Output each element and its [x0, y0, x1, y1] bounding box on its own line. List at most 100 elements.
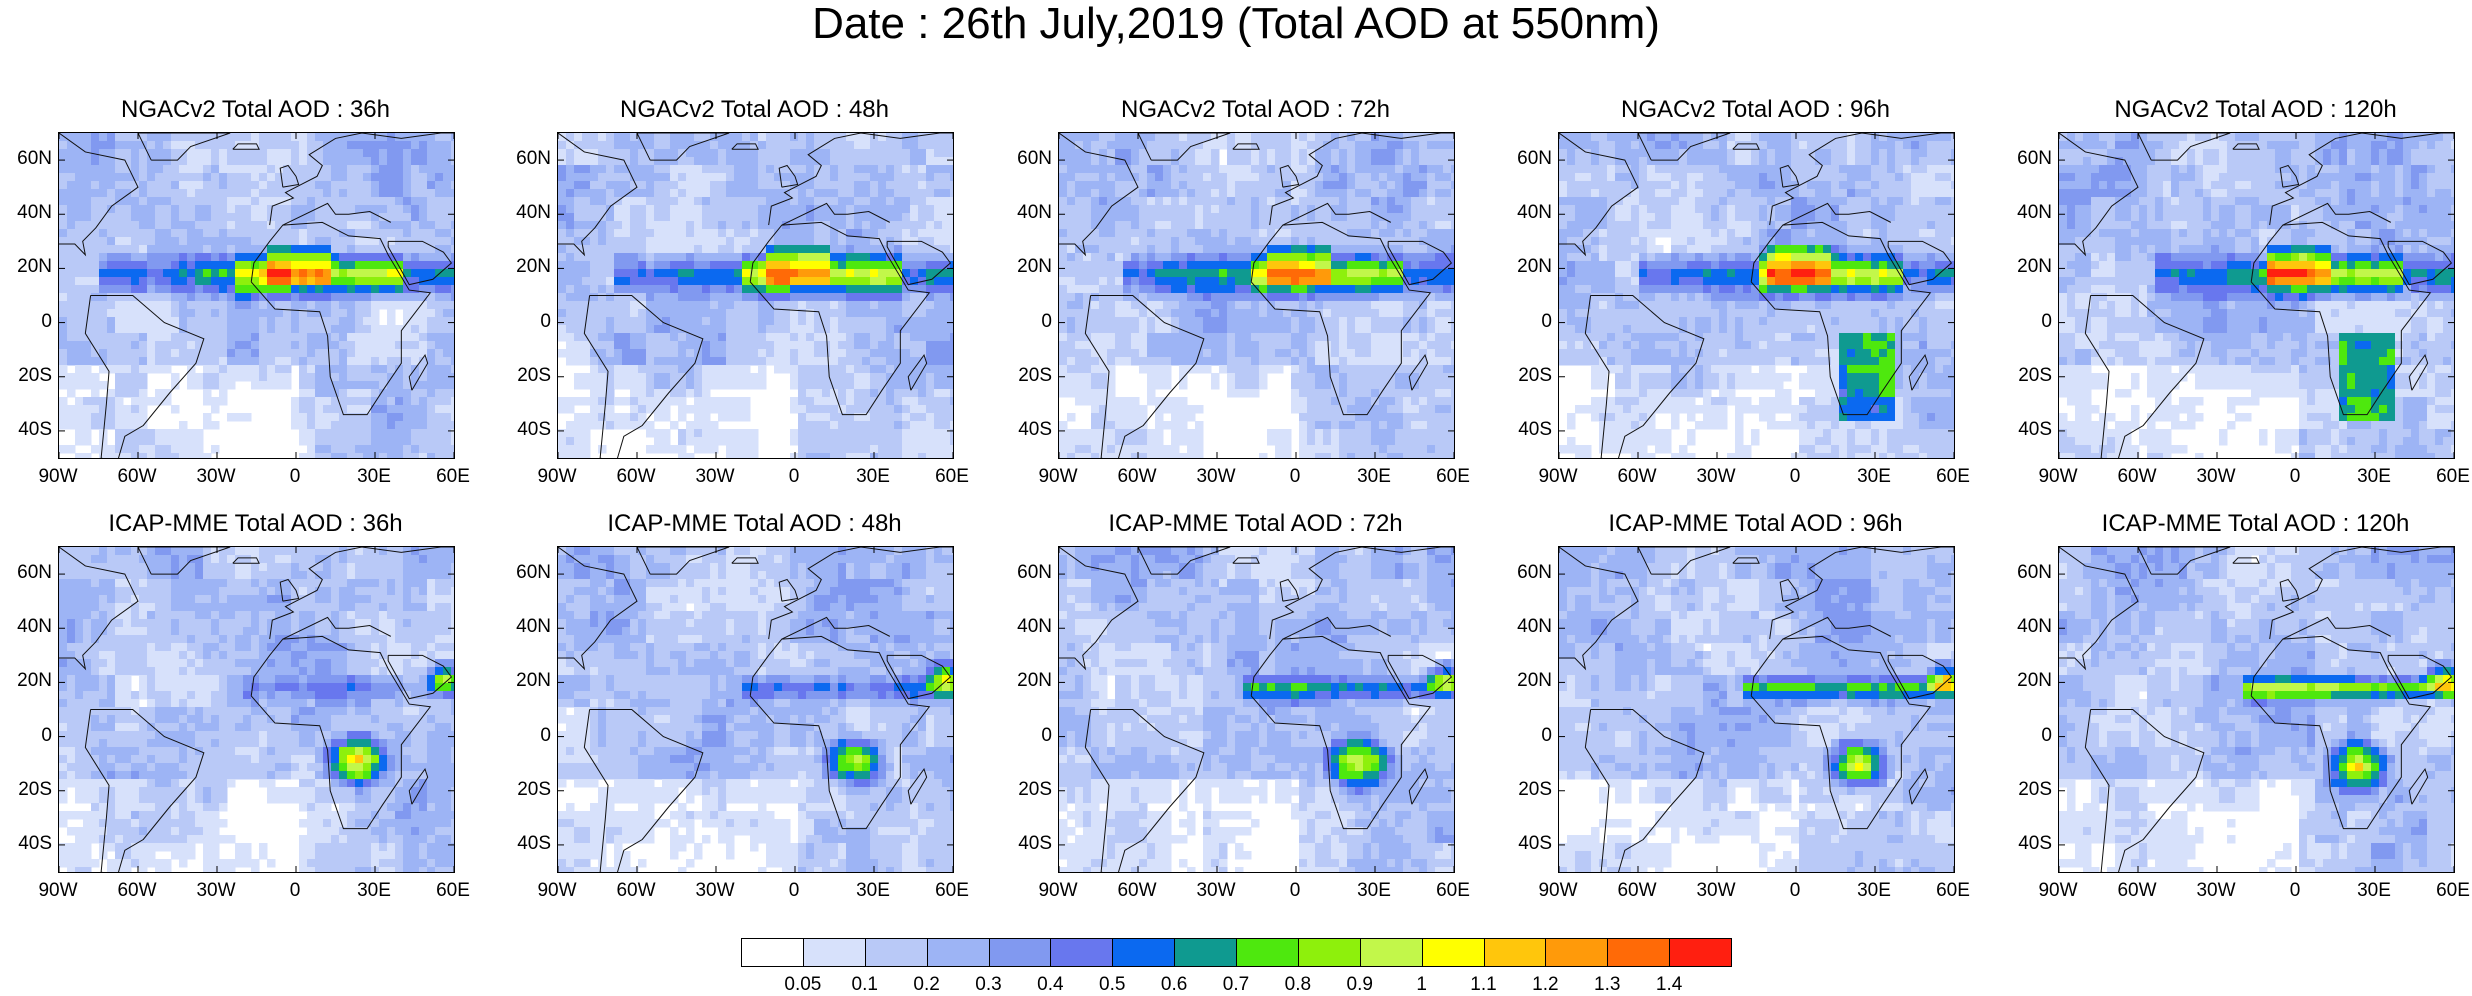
aod-cell	[115, 285, 124, 294]
aod-cell	[782, 341, 791, 350]
aod-cell	[123, 325, 132, 334]
aod-cell	[574, 189, 583, 198]
aod-cell	[67, 269, 76, 278]
aod-cell	[1203, 269, 1212, 278]
aod-cell	[1131, 165, 1140, 174]
aod-cell	[1403, 157, 1412, 166]
aod-cell	[774, 301, 783, 310]
aod-cell	[654, 205, 663, 214]
aod-cell	[854, 165, 863, 174]
aod-cell	[1411, 253, 1420, 262]
aod-cell	[139, 381, 148, 390]
aod-cell	[766, 237, 775, 246]
aod-cell	[171, 181, 180, 190]
aod-cell	[718, 181, 727, 190]
aod-cell	[670, 197, 679, 206]
aod-cell	[1411, 269, 1420, 278]
aod-cell	[862, 317, 871, 326]
aod-cell	[614, 349, 623, 358]
aod-cell	[275, 285, 284, 294]
aod-cell	[195, 133, 204, 142]
aod-cell	[1299, 205, 1308, 214]
aod-cell	[291, 149, 300, 158]
aod-cell	[806, 221, 815, 230]
aod-cell	[1323, 173, 1332, 182]
aod-cell	[662, 253, 671, 262]
aod-cell	[1419, 165, 1428, 174]
aod-cell	[918, 213, 927, 222]
aod-cell	[339, 261, 348, 270]
aod-cell	[123, 141, 132, 150]
aod-cell	[598, 325, 607, 334]
aod-cell	[443, 189, 452, 198]
aod-cell	[566, 309, 575, 318]
aod-cell	[910, 325, 919, 334]
aod-cell	[846, 405, 855, 414]
aod-cell	[427, 389, 436, 398]
aod-cell	[750, 277, 759, 286]
aod-cell	[379, 357, 388, 366]
aod-cell	[742, 341, 751, 350]
aod-cell	[1355, 301, 1364, 310]
aod-cell	[606, 389, 615, 398]
aod-cell	[822, 253, 831, 262]
aod-cell	[91, 389, 100, 398]
aod-cell	[67, 309, 76, 318]
aod-cell	[622, 373, 631, 382]
aod-cell	[718, 157, 727, 166]
aod-cell	[267, 149, 276, 158]
aod-cell	[910, 413, 919, 422]
aod-cell	[307, 453, 316, 458]
aod-cell	[662, 405, 671, 414]
aod-cell	[1299, 133, 1308, 142]
aod-cell	[774, 165, 783, 174]
aod-cell	[1067, 229, 1076, 238]
aod-cell	[171, 333, 180, 342]
aod-cell	[934, 213, 943, 222]
aod-cell	[934, 389, 943, 398]
aod-cell	[798, 301, 807, 310]
aod-cell	[1331, 269, 1340, 278]
aod-cell	[902, 397, 911, 406]
aod-cell	[750, 165, 759, 174]
aod-cell	[710, 349, 719, 358]
aod-cell	[606, 293, 615, 302]
aod-cell	[910, 141, 919, 150]
aod-cell	[187, 165, 196, 174]
aod-cell	[419, 389, 428, 398]
aod-cell	[251, 301, 260, 310]
aod-cell	[646, 253, 655, 262]
aod-cell	[435, 157, 444, 166]
aod-cell	[614, 221, 623, 230]
aod-cell	[355, 261, 364, 270]
aod-cell	[219, 165, 228, 174]
aod-cell	[1435, 221, 1444, 230]
aod-cell	[59, 221, 68, 230]
aod-cell	[291, 413, 300, 422]
aod-cell	[419, 405, 428, 414]
aod-cell	[766, 133, 775, 142]
aod-cell	[782, 253, 791, 262]
aod-cell	[1107, 229, 1116, 238]
aod-cell	[1123, 133, 1132, 142]
aod-cell	[1227, 181, 1236, 190]
aod-cell	[1131, 277, 1140, 286]
aod-cell	[179, 341, 188, 350]
aod-cell	[806, 373, 815, 382]
aod-cell	[59, 165, 68, 174]
aod-cell	[139, 309, 148, 318]
aod-cell	[1139, 197, 1148, 206]
aod-cell	[435, 189, 444, 198]
aod-cell	[155, 341, 164, 350]
aod-cell	[862, 221, 871, 230]
aod-cell	[331, 261, 340, 270]
aod-cell	[1307, 301, 1316, 310]
aod-cell	[1115, 149, 1124, 158]
aod-cell	[275, 317, 284, 326]
aod-cell	[942, 301, 951, 310]
aod-cell	[251, 157, 260, 166]
aod-cell	[123, 245, 132, 254]
aod-cell	[155, 149, 164, 158]
aod-cell	[646, 157, 655, 166]
aod-cell	[1347, 293, 1356, 302]
